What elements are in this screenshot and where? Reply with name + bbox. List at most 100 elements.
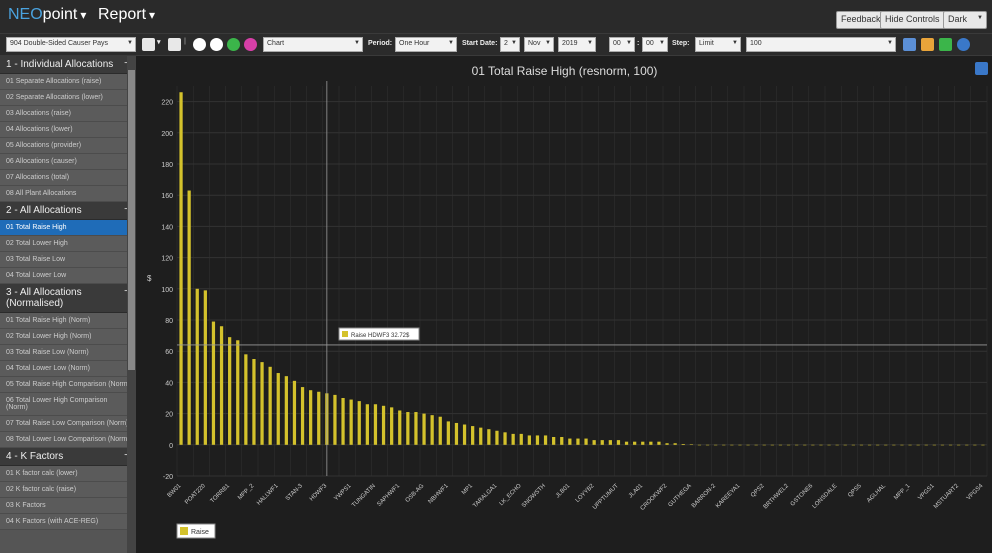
bar[interactable] [527, 435, 531, 445]
bar[interactable] [876, 444, 880, 446]
bar[interactable] [592, 440, 596, 445]
bar[interactable] [884, 444, 888, 446]
feedback-button[interactable]: Feedback [836, 11, 886, 29]
bar[interactable] [560, 437, 564, 445]
scrollbar-thumb[interactable] [128, 70, 135, 370]
bar[interactable] [365, 404, 369, 445]
bar[interactable] [900, 444, 904, 446]
bar[interactable] [300, 387, 305, 445]
bar[interactable] [228, 337, 232, 445]
report-menu[interactable]: Report ▾ [98, 6, 155, 24]
bar[interactable] [390, 407, 394, 445]
bar[interactable] [317, 391, 321, 445]
period-select[interactable]: One Hour ▼ [395, 37, 457, 52]
chevron-down-icon[interactable]: ▾ [157, 39, 161, 46]
bar[interactable] [552, 437, 556, 445]
bar[interactable] [697, 444, 702, 446]
sidebar-item[interactable]: 08 All Plant Allocations [0, 186, 136, 202]
bar[interactable] [673, 443, 677, 445]
sidebar-item[interactable]: 05 Allocations (provider) [0, 138, 136, 154]
sidebar-item[interactable]: 01 Total Raise High [0, 220, 136, 236]
month-select[interactable]: Nov ▼ [524, 37, 554, 52]
bar[interactable] [600, 440, 604, 445]
bar[interactable] [495, 430, 499, 445]
hide-controls-button[interactable]: Hide Controls [880, 11, 945, 29]
bar[interactable] [276, 373, 280, 445]
bar[interactable] [381, 405, 386, 445]
sidebar-item[interactable]: 01 Separate Allocations (raise) [0, 74, 136, 90]
bar[interactable] [454, 422, 459, 445]
bar[interactable] [681, 444, 685, 445]
bar[interactable] [252, 359, 256, 445]
bar[interactable] [624, 441, 629, 445]
bar[interactable] [738, 444, 742, 446]
bar[interactable] [924, 444, 928, 446]
save-icon[interactable] [142, 38, 155, 51]
bar[interactable] [916, 444, 920, 446]
info-icon[interactable] [957, 38, 970, 51]
sidebar-item[interactable]: 02 Total Lower High (Norm) [0, 329, 136, 345]
bar[interactable] [754, 444, 758, 446]
bar[interactable] [203, 290, 207, 445]
sidebar-item[interactable]: 01 K factor calc (lower) [0, 466, 136, 482]
bar[interactable] [746, 444, 750, 446]
bar[interactable] [268, 366, 272, 445]
hour-select[interactable]: 00 ▼ [609, 37, 635, 52]
bar[interactable] [341, 398, 345, 445]
bar[interactable] [786, 444, 791, 446]
sidebar-item[interactable]: 04 Total Lower Low [0, 268, 136, 284]
bar[interactable] [422, 413, 426, 445]
bar[interactable] [568, 438, 572, 445]
bar[interactable] [349, 399, 353, 445]
bar[interactable] [357, 401, 361, 445]
bar[interactable] [835, 444, 839, 446]
bar[interactable] [616, 440, 621, 445]
record-icon[interactable] [244, 38, 257, 51]
bar[interactable] [819, 444, 823, 446]
bar[interactable] [535, 435, 540, 445]
sidebar-item[interactable]: 06 Allocations (causer) [0, 154, 136, 170]
bar-chart[interactable]: -20 0 20 40 60 80 100 120 140 160 180 200 220 $ BW01 PO… [137, 56, 992, 553]
sidebar-item[interactable]: 01 Total Raise High (Norm) [0, 313, 136, 329]
bar[interactable] [414, 412, 418, 445]
sidebar-section-header[interactable]: 2 - All Allocations− [0, 202, 136, 220]
bar[interactable] [689, 444, 693, 445]
sidebar-item[interactable]: 03 Total Raise Low (Norm) [0, 345, 136, 361]
sidebar-item[interactable]: 07 Total Raise Low Comparison (Norm) [0, 416, 136, 432]
bar[interactable] [179, 92, 183, 445]
bar[interactable] [576, 438, 580, 445]
bar[interactable] [770, 444, 774, 446]
bar[interactable] [859, 444, 864, 446]
bar[interactable] [811, 444, 815, 446]
bar[interactable] [762, 444, 766, 446]
bar[interactable] [981, 444, 985, 446]
sidebar-item[interactable]: 07 Allocations (total) [0, 170, 136, 186]
forward-icon[interactable] [210, 38, 223, 51]
sidebar-item[interactable]: 04 K Factors (with ACE-REG) [0, 514, 136, 530]
bar[interactable] [292, 380, 297, 445]
sidebar-section-header[interactable]: 1 - Individual Allocations− [0, 56, 136, 74]
theme-select[interactable]: Dark ▼ [943, 11, 987, 29]
sidebar-item[interactable]: 05 Total Raise High Comparison (Norm) [0, 377, 136, 393]
bar[interactable] [187, 190, 191, 445]
bar[interactable] [219, 326, 224, 445]
sidebar-item[interactable]: 03 Allocations (raise) [0, 106, 136, 122]
sidebar-item[interactable]: 08 Total Lower Low Comparison (Norm) [0, 432, 136, 448]
bar[interactable] [665, 443, 669, 445]
bar[interactable] [260, 362, 264, 445]
bar[interactable] [543, 435, 548, 445]
list-icon[interactable] [939, 38, 952, 51]
bar[interactable] [398, 410, 402, 445]
bar[interactable] [309, 390, 313, 445]
bar[interactable] [940, 444, 945, 446]
bar[interactable] [211, 321, 216, 445]
year-select[interactable]: 2019 ▼ [558, 37, 596, 52]
bar[interactable] [657, 441, 661, 445]
bar[interactable] [843, 444, 847, 446]
bar[interactable] [965, 444, 969, 446]
bar[interactable] [908, 444, 912, 446]
bar[interactable] [236, 340, 240, 445]
bar[interactable] [195, 288, 199, 445]
bar[interactable] [827, 444, 831, 446]
bar[interactable] [438, 416, 442, 445]
